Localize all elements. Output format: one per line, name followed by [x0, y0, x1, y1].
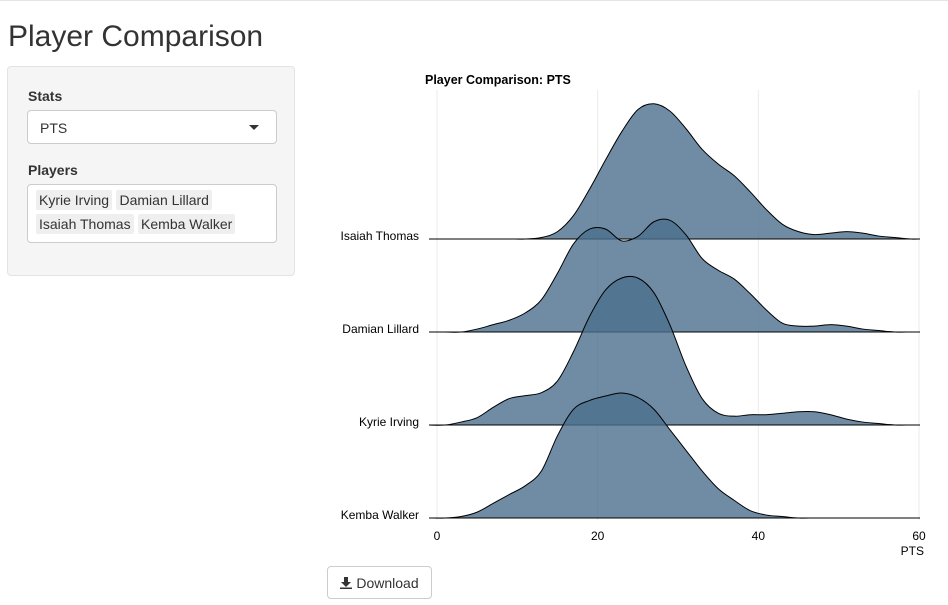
stats-select-value: PTS [40, 120, 68, 136]
x-tick-label: 20 [591, 529, 605, 543]
y-label-damian-lillard: Damian Lillard [342, 322, 419, 336]
chart-title: Player Comparison: PTS [425, 73, 571, 87]
download-button[interactable]: Download [327, 566, 432, 599]
page-title: Player Comparison [8, 20, 264, 53]
player-chip[interactable]: Kemba Walker [138, 214, 236, 234]
download-label: Download [356, 574, 419, 591]
player-chip[interactable]: Isaiah Thomas [36, 214, 134, 234]
x-axis-ticks: 0 20 40 60 [434, 529, 926, 543]
ridge-kyrie-irving [428, 275, 920, 426]
y-axis-labels: Isaiah Thomas Damian Lillard Kyrie Irving K… [341, 229, 420, 522]
stats-select[interactable]: PTS [27, 110, 277, 144]
x-axis-label: PTS [901, 544, 924, 558]
players-label: Players [28, 162, 78, 178]
x-tick-label: 40 [752, 529, 766, 543]
top-divider [0, 0, 948, 1]
ridge-isaiah-thomas [429, 103, 921, 240]
ridge-damian-lillard [428, 218, 920, 333]
x-tick-label: 0 [434, 529, 441, 543]
ridge-kemba-walker [428, 392, 920, 519]
stats-label: Stats [28, 88, 63, 104]
y-label-kemba-walker: Kemba Walker [341, 508, 419, 522]
x-tick-label: 60 [912, 529, 926, 543]
player-chip[interactable]: Damian Lillard [116, 190, 212, 210]
player-chip[interactable]: Kyrie Irving [36, 190, 113, 210]
download-icon [340, 576, 353, 589]
sidebar-panel: Stats PTS Players Kyrie Irving Damian Li… [7, 66, 295, 276]
players-multiselect[interactable]: Kyrie Irving Damian Lillard Isaiah Thoma… [27, 184, 277, 243]
ridgeline-chart: Player Comparison: PTS Isaiah Thomas Dami… [341, 73, 926, 558]
y-label-isaiah-thomas: Isaiah Thomas [341, 229, 420, 243]
y-label-kyrie-irving: Kyrie Irving [359, 415, 419, 429]
ridges [428, 103, 921, 519]
caret-down-icon [249, 125, 259, 130]
